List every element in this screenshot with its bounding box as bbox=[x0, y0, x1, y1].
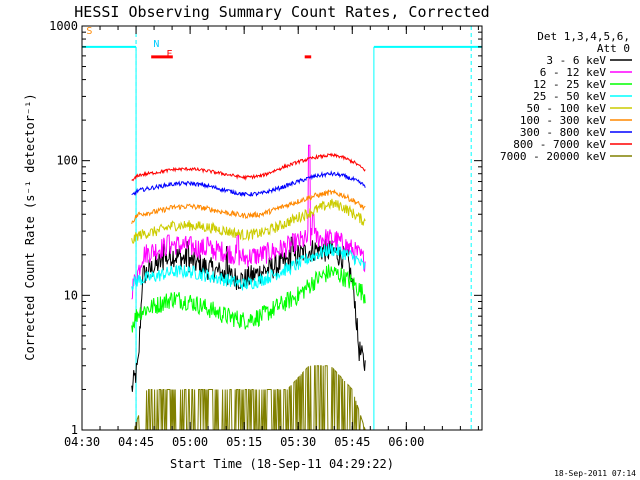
y-axis-label: Corrected Count Rate (s⁻¹ detector⁻¹) bbox=[23, 93, 37, 360]
legend-label-2: 12 - 25 keV bbox=[533, 78, 606, 91]
series-line-8 bbox=[133, 365, 366, 430]
series-group: S NF bbox=[82, 26, 482, 430]
x-tick-label-2: 05:00 bbox=[172, 435, 208, 449]
marker-s: S bbox=[86, 26, 92, 37]
series-line-1 bbox=[131, 144, 366, 300]
series-line-5 bbox=[131, 188, 366, 225]
plot-area: S NF bbox=[82, 26, 482, 430]
legend-label-3: 25 - 50 keV bbox=[533, 90, 606, 103]
legend-label-0: 3 - 6 keV bbox=[546, 54, 606, 67]
footer-timestamp: 18-Sep-2011 07:14 bbox=[554, 469, 636, 478]
series-line-3 bbox=[131, 243, 366, 292]
legend-label-4: 50 - 100 keV bbox=[527, 102, 607, 115]
chart-title: HESSI Observing Summary Count Rates, Cor… bbox=[74, 3, 489, 21]
x-tick-label-6: 06:00 bbox=[388, 435, 424, 449]
legend-label-1: 6 - 12 keV bbox=[540, 66, 607, 79]
x-tick-label-1: 04:45 bbox=[118, 435, 154, 449]
series-line-2 bbox=[131, 264, 366, 333]
y-tick-label-2: 100 bbox=[56, 154, 78, 168]
series-line-6 bbox=[131, 170, 366, 198]
x-tick-label-0: 04:30 bbox=[64, 435, 100, 449]
series-line-4 bbox=[131, 198, 366, 244]
x-axis-label: Start Time (18-Sep-11 04:29:22) bbox=[170, 457, 394, 471]
x-tick-label-3: 05:15 bbox=[226, 435, 262, 449]
y-tick-label-3: 1000 bbox=[49, 19, 78, 33]
y-tick-label-1: 10 bbox=[64, 288, 78, 302]
series-line-7 bbox=[131, 152, 366, 182]
marker-f: F bbox=[166, 49, 172, 60]
x-tick-label-5: 05:45 bbox=[334, 435, 370, 449]
legend-title-0: Det 1,3,4,5,6, bbox=[537, 30, 630, 43]
legend-label-6: 300 - 800 keV bbox=[520, 126, 606, 139]
plot-frame bbox=[81, 25, 483, 431]
axes: 1 10 100 1000 04:30 04:45 05:00 05:15 05:30 05:45… bbox=[49, 19, 483, 449]
legend-title-1: Att 0 bbox=[597, 42, 630, 55]
marker-n: N bbox=[153, 39, 159, 50]
legend-label-7: 800 - 7000 keV bbox=[513, 138, 606, 151]
y-tick-label-0: 1 bbox=[71, 423, 78, 437]
legend-label-5: 100 - 300 keV bbox=[520, 114, 606, 127]
x-tick-label-4: 05:30 bbox=[280, 435, 316, 449]
legend-label-8: 7000 - 20000 keV bbox=[500, 150, 606, 163]
